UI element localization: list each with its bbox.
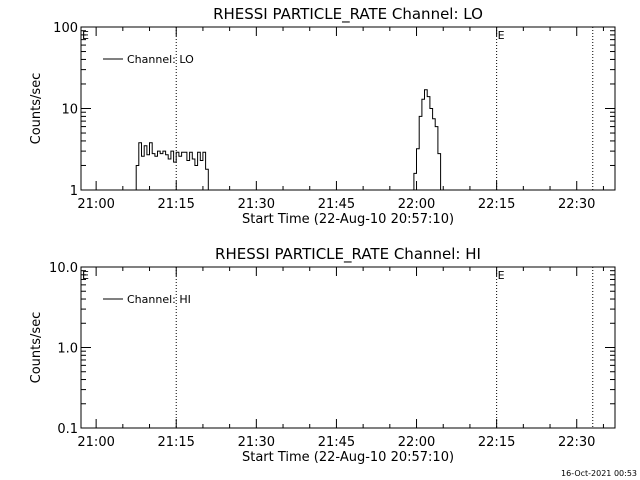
chart-title: RHESSI PARTICLE_RATE Channel: LO [213, 5, 483, 24]
chart-panel-2: RHESSI PARTICLE_RATE Channel: HI 0.1 1.0 10… [29, 245, 616, 465]
edge-label: E [82, 269, 89, 282]
y-tick-label: 1 [70, 184, 78, 199]
x-tick-label: 22:30 [558, 435, 595, 450]
chart-panel-1: RHESSI PARTICLE_RATE Channel: LO 1 10 100 21… [29, 5, 616, 227]
edge-label: E [82, 29, 89, 42]
x-tick-label: 22:15 [478, 197, 515, 212]
x-axis-label: Start Time (22-Aug-10 20:57:10) [242, 450, 454, 465]
y-tick-label: 1.0 [57, 342, 78, 357]
series-line-1 [133, 89, 442, 191]
x-tick-label: 22:00 [398, 435, 435, 450]
x-tick-label: 21:30 [238, 435, 275, 450]
time-marker-label: E [498, 29, 505, 42]
plot-frame [80, 26, 616, 191]
chart-title: RHESSI PARTICLE_RATE Channel: HI [215, 245, 481, 264]
legend-entry: Channel: HI [127, 293, 191, 306]
x-tick-label: 21:00 [77, 435, 114, 450]
time-marker-label: E [498, 269, 505, 282]
y-tick-label: 10.0 [49, 261, 78, 276]
x-tick-label: 21:15 [157, 435, 194, 450]
x-tick-label: 21:00 [77, 197, 114, 212]
x-tick-label: 21:15 [157, 197, 194, 212]
y-axis-label: Counts/sec [29, 73, 44, 145]
x-tick-label: 21:30 [238, 197, 275, 212]
x-tick-label: 22:30 [558, 197, 595, 212]
y-tick-label: 10 [61, 103, 78, 118]
x-tick-label: 21:45 [318, 435, 355, 450]
plot-frame [80, 266, 616, 429]
y-tick-label: 0.1 [57, 422, 78, 437]
legend-entry: Channel: LO [127, 53, 194, 66]
footer-timestamp: 16-Oct-2021 00:53 [561, 469, 637, 478]
x-tick-label: 22:00 [398, 197, 435, 212]
y-tick-label: 100 [53, 21, 78, 36]
x-tick-label: 21:45 [318, 197, 355, 212]
y-axis-label: Counts/sec [29, 312, 44, 384]
x-tick-label: 22:15 [478, 435, 515, 450]
x-axis-label: Start Time (22-Aug-10 20:57:10) [242, 212, 454, 227]
